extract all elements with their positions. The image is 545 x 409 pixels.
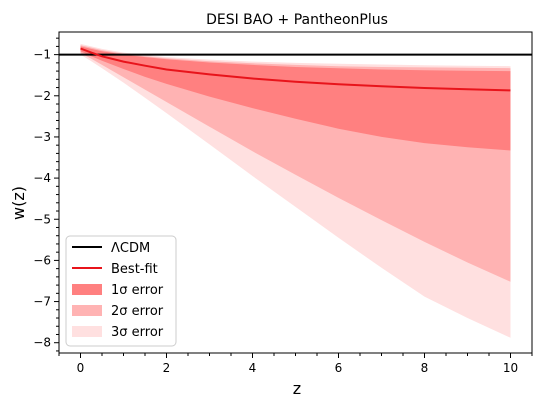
y-axis-label: w(z) <box>9 186 28 220</box>
chart-title: DESI BAO + PantheonPlus <box>206 12 388 28</box>
legend-patch-swatch <box>72 305 102 316</box>
best-fit-line <box>80 47 511 92</box>
x-tick-label: 10 <box>503 361 518 375</box>
plot-area <box>58 31 533 354</box>
x-tick-label: 0 <box>77 361 85 375</box>
y-axis: −1 −2 −3 −4 −5 −6 −7 −8 <box>33 37 59 352</box>
y-tick-label: −8 <box>33 336 51 350</box>
legend-patch-swatch <box>72 326 102 337</box>
x-tick-label: 6 <box>335 361 343 375</box>
legend: ΛCDM Best-fit 1σ error 2σ error 3σ error <box>65 235 177 347</box>
y-tick-label: −4 <box>33 171 51 185</box>
legend-box <box>65 235 177 347</box>
x-axis-label: z <box>293 379 301 398</box>
y-tick-label: −5 <box>33 212 51 226</box>
x-axis: 0 2 4 6 8 10 <box>58 353 533 375</box>
legend-label: Best-fit <box>111 262 158 277</box>
legend-label: ΛCDM <box>111 241 150 256</box>
y-tick-label: −3 <box>33 130 51 144</box>
legend-label: 2σ error <box>111 304 164 319</box>
x-tick-label: 4 <box>249 361 257 375</box>
legend-patch-swatch <box>72 284 102 295</box>
legend-label: 1σ error <box>111 283 164 298</box>
x-tick-label: 2 <box>163 361 171 375</box>
x-tick-label: 8 <box>421 361 429 375</box>
y-tick-label: −2 <box>33 89 51 103</box>
y-tick-label: −6 <box>33 253 51 267</box>
y-tick-label: −1 <box>33 48 51 62</box>
y-tick-label: −7 <box>33 295 51 309</box>
legend-label: 3σ error <box>111 325 164 340</box>
